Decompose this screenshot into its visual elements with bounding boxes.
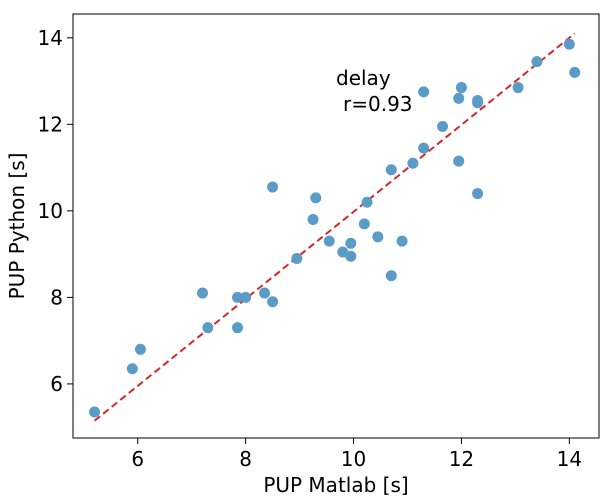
points-layer <box>89 38 581 418</box>
data-point <box>455 82 467 94</box>
x-tick-label: 8 <box>239 447 252 471</box>
x-axis-ticks: 6 8 10 12 14 <box>131 438 582 471</box>
data-point <box>358 218 370 230</box>
data-point <box>345 250 357 262</box>
y-tick-label: 14 <box>38 26 63 50</box>
y-tick-label: 8 <box>50 285 63 309</box>
x-tick-label: 14 <box>557 447 582 471</box>
data-point <box>396 235 408 247</box>
data-point <box>267 296 279 308</box>
data-point <box>472 188 484 200</box>
annotation-correlation: r=0.93 <box>343 92 413 116</box>
data-point <box>134 343 146 355</box>
x-tick-label: 12 <box>449 447 474 471</box>
y-axis-ticks: 6 8 10 12 14 <box>38 26 73 396</box>
x-tick-label: 10 <box>341 447 366 471</box>
data-point <box>472 97 484 109</box>
x-tick-label: 6 <box>131 447 144 471</box>
y-tick-label: 6 <box>50 372 63 396</box>
data-point <box>531 56 543 68</box>
data-point <box>569 66 581 78</box>
y-tick-label: 12 <box>38 112 63 136</box>
data-point <box>385 270 397 282</box>
data-point <box>385 164 397 176</box>
data-point <box>310 192 322 204</box>
data-point <box>418 142 430 154</box>
data-point <box>291 252 303 264</box>
data-point <box>361 196 373 208</box>
data-point <box>512 82 524 94</box>
x-axis-label: PUP Matlab [s] <box>263 473 408 497</box>
data-point <box>126 363 138 375</box>
data-point <box>418 86 430 98</box>
y-tick-label: 10 <box>38 199 63 223</box>
data-point <box>89 406 101 418</box>
data-point <box>202 322 214 334</box>
data-point <box>232 291 244 303</box>
data-point <box>240 291 252 303</box>
data-point <box>407 157 419 169</box>
data-point <box>372 231 384 243</box>
data-point <box>259 287 271 299</box>
data-point <box>453 92 465 104</box>
data-point <box>337 246 349 258</box>
fit-line-layer <box>93 32 576 422</box>
data-point <box>307 214 319 226</box>
data-point <box>323 235 335 247</box>
data-point <box>232 322 244 334</box>
data-point <box>563 38 575 50</box>
data-point <box>437 120 449 132</box>
y-axis-label: PUP Python [s] <box>5 153 29 300</box>
data-point <box>267 181 279 193</box>
data-point <box>345 237 357 249</box>
fit-line <box>93 32 576 422</box>
data-point <box>196 287 208 299</box>
data-point <box>453 155 465 167</box>
plot-frame <box>72 13 600 439</box>
annotation-delay: delay <box>336 66 391 90</box>
